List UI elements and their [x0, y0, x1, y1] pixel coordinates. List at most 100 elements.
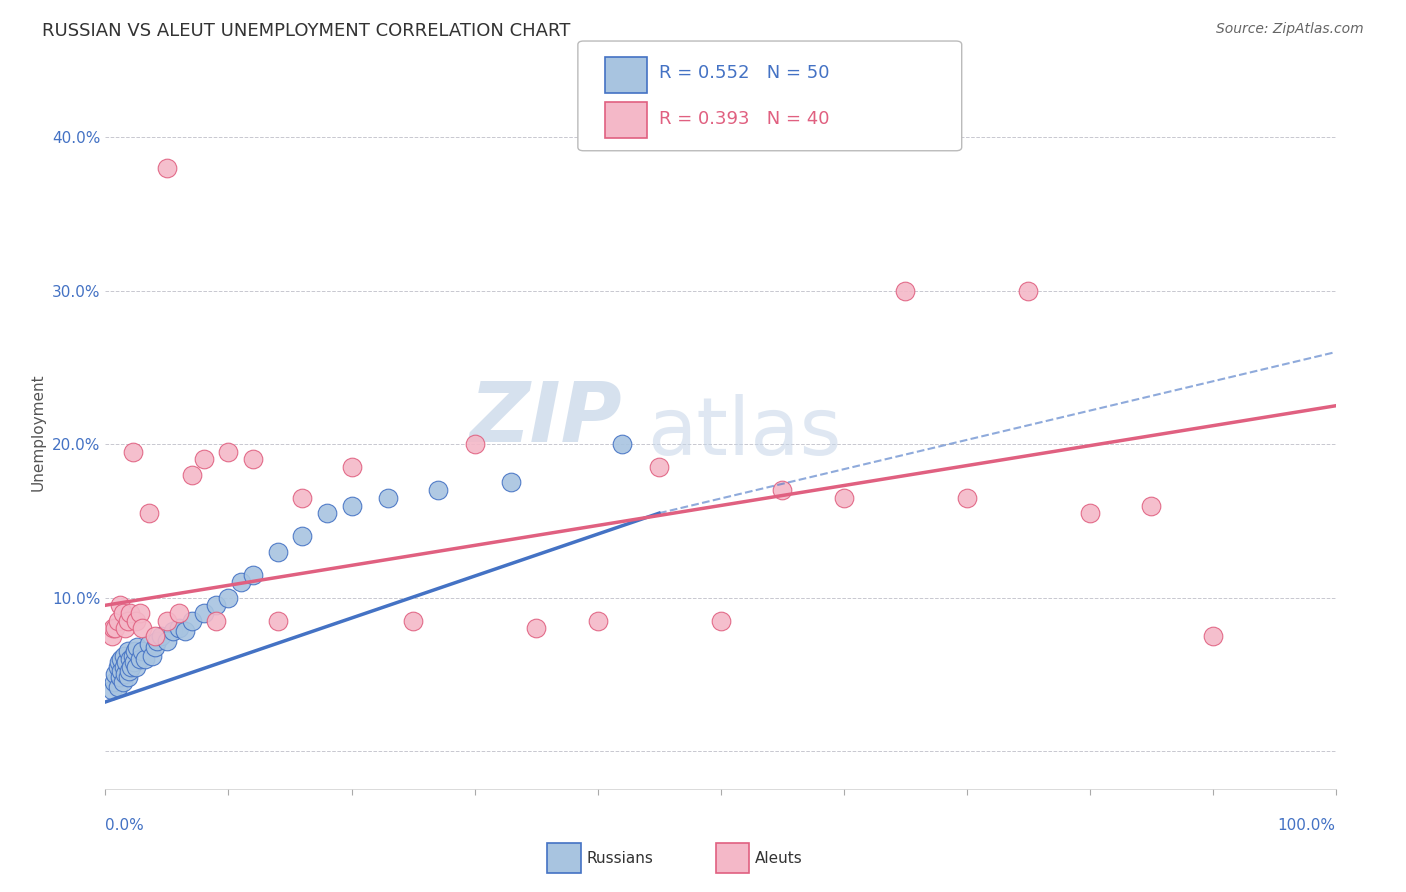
Point — [120, 659, 142, 673]
Point — [125, 614, 148, 628]
Text: Source: ZipAtlas.com: Source: ZipAtlas.com — [1216, 22, 1364, 37]
Point — [110, 599, 132, 613]
Point — [205, 614, 228, 628]
Point — [162, 624, 184, 639]
Text: ZIP: ZIP — [470, 378, 621, 458]
Text: Aleuts: Aleuts — [755, 851, 803, 865]
Point — [242, 452, 264, 467]
Text: 0.0%: 0.0% — [105, 818, 145, 832]
Point — [111, 606, 134, 620]
Point — [501, 475, 523, 490]
Point — [340, 499, 363, 513]
Point — [112, 648, 135, 663]
Point — [138, 506, 160, 520]
Point — [174, 624, 197, 639]
Y-axis label: Unemployment: Unemployment — [30, 374, 45, 491]
Text: R = 0.552   N = 50: R = 0.552 N = 50 — [659, 64, 830, 82]
Point — [141, 648, 163, 663]
Point — [180, 467, 202, 482]
Point — [524, 621, 547, 635]
Point — [118, 665, 141, 679]
Point — [143, 640, 166, 654]
Point — [610, 437, 633, 451]
Point — [956, 491, 979, 505]
Point — [832, 491, 855, 505]
Point — [129, 606, 152, 620]
Point — [586, 614, 609, 628]
Point — [129, 652, 152, 666]
Point — [291, 491, 314, 505]
Point — [127, 640, 149, 654]
Point — [267, 614, 290, 628]
Point — [138, 637, 160, 651]
Point — [710, 614, 733, 628]
Text: Russians: Russians — [586, 851, 654, 865]
Point — [218, 591, 240, 605]
Point — [117, 670, 139, 684]
Point — [205, 599, 228, 613]
Point — [125, 659, 148, 673]
Point — [402, 614, 425, 628]
Point — [1078, 506, 1101, 520]
Point — [291, 529, 314, 543]
Point — [110, 652, 132, 666]
Point — [120, 652, 141, 666]
Point — [169, 621, 191, 635]
Point — [193, 606, 215, 620]
Point — [648, 460, 671, 475]
Point — [131, 644, 153, 658]
Point — [120, 606, 141, 620]
Point — [426, 483, 449, 498]
Point — [117, 614, 139, 628]
Point — [115, 655, 138, 669]
Point — [100, 682, 122, 697]
Point — [124, 644, 146, 658]
Point — [143, 629, 166, 643]
Point — [110, 670, 132, 684]
Point — [108, 655, 131, 669]
Point — [218, 445, 240, 459]
Point — [107, 680, 129, 694]
Point — [1202, 629, 1225, 643]
Point — [229, 575, 252, 590]
Point — [149, 629, 172, 643]
Point — [122, 655, 145, 669]
Point — [770, 483, 793, 498]
Point — [464, 437, 486, 451]
Point — [104, 621, 127, 635]
Point — [114, 621, 136, 635]
Point — [242, 567, 264, 582]
Point — [121, 648, 143, 663]
Text: R = 0.393   N = 40: R = 0.393 N = 40 — [659, 111, 830, 128]
Point — [111, 675, 134, 690]
Point — [104, 667, 127, 681]
Point — [107, 614, 129, 628]
Point — [156, 161, 179, 175]
Point — [117, 644, 139, 658]
Point — [114, 667, 136, 681]
Text: atlas: atlas — [647, 393, 841, 472]
Point — [103, 675, 125, 690]
Point — [146, 633, 169, 648]
Point — [340, 460, 363, 475]
Point — [193, 452, 215, 467]
Point — [107, 659, 129, 673]
Point — [315, 506, 337, 520]
Point — [169, 606, 191, 620]
Point — [101, 621, 124, 635]
Point — [110, 665, 132, 679]
Point — [894, 284, 917, 298]
Text: 100.0%: 100.0% — [1278, 818, 1336, 832]
Point — [377, 491, 399, 505]
Text: RUSSIAN VS ALEUT UNEMPLOYMENT CORRELATION CHART: RUSSIAN VS ALEUT UNEMPLOYMENT CORRELATIO… — [42, 22, 571, 40]
Point — [156, 614, 179, 628]
Point — [1017, 284, 1039, 298]
Point — [180, 614, 202, 628]
Point — [121, 445, 143, 459]
Point — [1140, 499, 1163, 513]
Point — [134, 652, 156, 666]
Point — [131, 621, 153, 635]
Point — [112, 659, 135, 673]
Point — [100, 629, 122, 643]
Point — [267, 544, 290, 558]
